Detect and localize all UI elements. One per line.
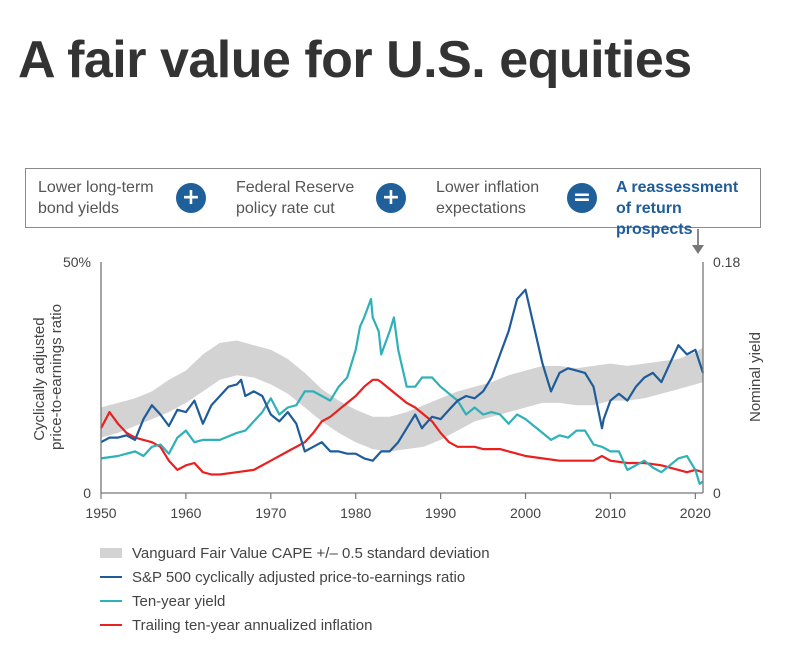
- step-policy-rate-cut: Federal Reserve policy rate cut: [236, 179, 355, 217]
- down-arrow-icon: [692, 229, 704, 254]
- legend-label: S&P 500 cyclically adjusted price-to-ear…: [132, 568, 466, 586]
- step-bond-yields: Lower long-term bond yields: [38, 179, 154, 217]
- legend-label: Trailing ten-year annualized inflation: [132, 616, 373, 634]
- y-tick-label-right: 0.18: [713, 254, 740, 270]
- y-axis-label-left-line1: Cyclically adjusted: [31, 317, 48, 440]
- legend-label: Vanguard Fair Value CAPE +/– 0.5 standar…: [132, 544, 490, 562]
- x-tick-label: 1960: [170, 505, 201, 521]
- legend-item-ten-year-yield: Ten-year yield: [100, 589, 490, 613]
- legend-swatch-band: [100, 548, 122, 558]
- y-axis-label-right: Nominal yield: [747, 332, 764, 422]
- legend-swatch-cape: [100, 576, 122, 578]
- ten-year-yield-line: [100, 297, 704, 485]
- legend-item-inflation: Trailing ten-year annualized inflation: [100, 613, 490, 637]
- y-tick-label-right: 0: [713, 485, 721, 501]
- legend-label: Ten-year yield: [132, 592, 226, 610]
- legend-item-cape: S&P 500 cyclically adjusted price-to-ear…: [100, 565, 490, 589]
- step-result: A reassessment of return prospects: [616, 179, 739, 238]
- x-tick-label: 2020: [680, 505, 711, 521]
- y-tick-label-left: 0: [83, 485, 91, 501]
- x-tick-label: 2000: [510, 505, 541, 521]
- x-tick-label: 1970: [255, 505, 286, 521]
- plus-icon: +: [176, 183, 206, 213]
- legend-item-band: Vanguard Fair Value CAPE +/– 0.5 standar…: [100, 541, 490, 565]
- x-tick-label: 1990: [425, 505, 456, 521]
- x-tick-label: 2010: [595, 505, 626, 521]
- equation-banner: Lower long-term bond yields + Federal Re…: [25, 168, 761, 238]
- legend-swatch-inflation: [100, 624, 122, 626]
- cape-line: [100, 288, 705, 462]
- equals-icon: =: [567, 183, 597, 213]
- fair-value-band: [101, 340, 703, 452]
- page-title: A fair value for U.S. equities: [18, 31, 692, 89]
- y-axis-label-left-line2: price-to-earnings ratio: [48, 304, 65, 450]
- inflation-line: [100, 378, 704, 476]
- step-inflation-expectations: Lower inflation expectations: [436, 179, 540, 217]
- x-tick-label: 1950: [85, 505, 116, 521]
- y-tick-label-left: 50%: [63, 254, 91, 270]
- plus-icon: +: [376, 183, 406, 213]
- y-axis-label-left: Cyclically adjusted price-to-earnings ra…: [31, 304, 65, 450]
- x-tick-label: 1980: [340, 505, 371, 521]
- chart-legend: Vanguard Fair Value CAPE +/– 0.5 standar…: [100, 541, 490, 637]
- legend-swatch-ten-year-yield: [100, 600, 122, 602]
